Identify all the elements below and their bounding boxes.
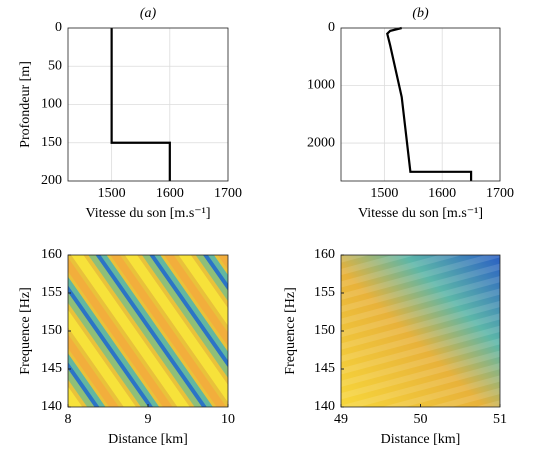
x-tick-label: 10 bbox=[221, 412, 235, 427]
x-tick-label: 50 bbox=[414, 412, 428, 427]
x-tick-label: 1600 bbox=[428, 186, 456, 201]
x-tick-label: 8 bbox=[65, 412, 72, 427]
x-tick-label: 1700 bbox=[214, 186, 242, 201]
y-tick-label: 150 bbox=[314, 323, 335, 338]
y-tick-label: 200 bbox=[41, 173, 62, 188]
panel-title: (a) bbox=[140, 6, 157, 21]
y-axis-label: Profondeur [m] bbox=[18, 61, 33, 148]
y-tick-label: 150 bbox=[41, 135, 62, 150]
plot-area bbox=[341, 28, 500, 181]
x-tick-label: 1500 bbox=[370, 186, 398, 201]
x-axis-label: Vitesse du son [m.s⁻¹] bbox=[358, 206, 483, 221]
x-tick-label: 1500 bbox=[98, 186, 126, 201]
y-tick-label: 155 bbox=[314, 285, 335, 300]
y-tick-label: 1000 bbox=[307, 78, 335, 93]
x-axis-label: Vitesse du son [m.s⁻¹] bbox=[85, 206, 210, 221]
x-tick-label: 1600 bbox=[156, 186, 184, 201]
axes-box bbox=[340, 254, 501, 408]
x-tick-label: 49 bbox=[334, 412, 348, 427]
profile-line bbox=[386, 26, 473, 181]
y-tick-label: 155 bbox=[41, 285, 62, 300]
y-tick-label: 145 bbox=[314, 361, 335, 376]
x-tick-label: 1700 bbox=[486, 186, 514, 201]
y-tick-label: 0 bbox=[55, 20, 62, 35]
panel-title: (b) bbox=[412, 6, 429, 21]
y-tick-label: 140 bbox=[41, 399, 62, 414]
y-axis-label: Frequence [Hz] bbox=[18, 287, 33, 374]
y-tick-label: 145 bbox=[41, 361, 62, 376]
y-axis-label: Frequence [Hz] bbox=[283, 287, 298, 374]
y-tick-label: 160 bbox=[314, 247, 335, 262]
y-tick-label: 100 bbox=[41, 97, 62, 112]
heatmap-texture bbox=[341, 255, 500, 407]
axes-box bbox=[340, 27, 501, 182]
y-tick-label: 2000 bbox=[307, 135, 335, 150]
heatmap-image bbox=[68, 255, 228, 407]
y-tick-label: 160 bbox=[41, 247, 62, 262]
y-tick-label: 50 bbox=[48, 58, 62, 73]
y-tick-label: 0 bbox=[328, 20, 335, 35]
x-tick-label: 9 bbox=[145, 412, 152, 427]
axes-box bbox=[67, 254, 229, 408]
profile-line bbox=[110, 28, 171, 181]
y-tick-label: 140 bbox=[314, 399, 335, 414]
x-tick-label: 51 bbox=[493, 412, 507, 427]
x-axis-label: Distance [km] bbox=[381, 432, 461, 447]
y-tick-label: 150 bbox=[41, 323, 62, 338]
x-axis-label: Distance [km] bbox=[108, 432, 188, 447]
axes-box bbox=[67, 27, 229, 182]
